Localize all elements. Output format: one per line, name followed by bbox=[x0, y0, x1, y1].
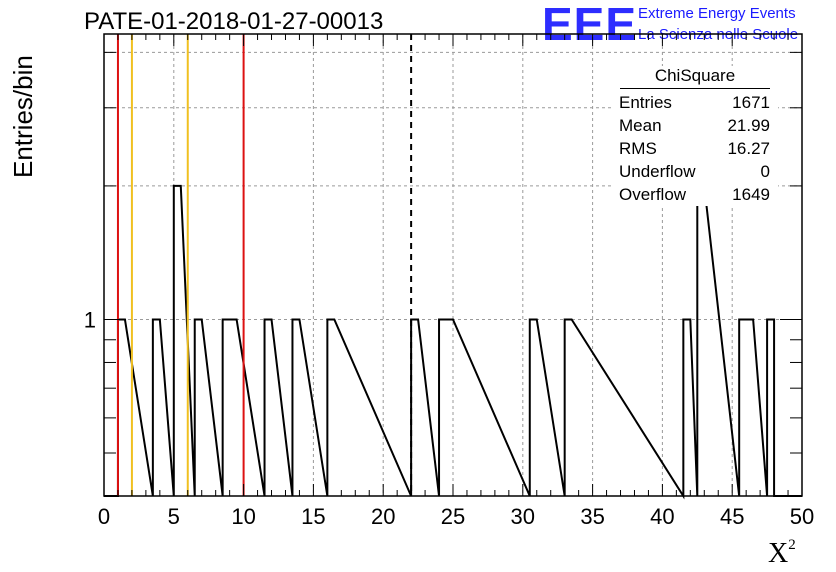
histogram-bin-bar bbox=[292, 319, 299, 496]
stats-row-underflow: Underflow 0 bbox=[612, 160, 778, 183]
x-tick-label: 15 bbox=[301, 504, 325, 529]
histogram-bin-bar bbox=[174, 186, 181, 496]
x-tick-label: 10 bbox=[231, 504, 255, 529]
histogram-bin-bar bbox=[153, 319, 160, 496]
x-axis-label: X2 bbox=[768, 537, 796, 570]
histogram-bin-bar bbox=[767, 319, 774, 496]
stats-value: 0 bbox=[760, 162, 770, 181]
stats-row-overflow: Overflow 1649 bbox=[612, 183, 778, 206]
histogram-bin-bar bbox=[683, 319, 690, 496]
stats-label: Mean bbox=[619, 116, 662, 135]
stats-row-mean: Mean 21.99 bbox=[612, 114, 778, 137]
logo-text-line-1: Extreme Energy Events bbox=[638, 5, 796, 22]
x-tick-label: 45 bbox=[720, 504, 744, 529]
histogram-bin-bar bbox=[230, 319, 237, 496]
stats-box: ChiSquare Entries 1671 Mean 21.99 RMS 16.27 Un… bbox=[612, 66, 778, 206]
stats-label: Underflow bbox=[619, 162, 696, 181]
stats-row-entries: Entries 1671 bbox=[612, 91, 778, 114]
histogram-outline bbox=[104, 184, 802, 500]
stats-rows: Entries 1671 Mean 21.99 RMS 16.27 Underflow 0 Ov… bbox=[612, 91, 778, 206]
stats-label: Entries bbox=[619, 93, 672, 112]
chart-title: PATE-01-2018-01-27-00013 bbox=[84, 8, 384, 35]
histogram-bin-bar bbox=[565, 319, 572, 496]
x-axis-label-base: X bbox=[768, 538, 789, 569]
stats-value: 1671 bbox=[732, 93, 770, 112]
stats-value: 1649 bbox=[732, 185, 770, 204]
histogram-bin-bar bbox=[223, 319, 230, 496]
x-tick-label: 30 bbox=[511, 504, 535, 529]
histogram-bin-bar bbox=[746, 319, 753, 496]
histogram-bin-bar bbox=[446, 319, 453, 496]
stats-label: Overflow bbox=[619, 185, 687, 204]
x-tick-label: 40 bbox=[650, 504, 674, 529]
x-tick-label: 50 bbox=[790, 504, 814, 529]
stats-value: 16.27 bbox=[727, 139, 770, 158]
histogram-bin-bar bbox=[697, 186, 704, 496]
x-tick-label: 5 bbox=[168, 504, 180, 529]
histogram-bin-bar bbox=[411, 319, 418, 496]
histogram-bin-bar bbox=[265, 319, 272, 496]
stats-label: RMS bbox=[619, 139, 657, 158]
histogram-bin-bar bbox=[195, 319, 202, 496]
x-axis-label-superscript: 2 bbox=[788, 537, 796, 553]
histogram-bin-bar bbox=[327, 319, 334, 496]
eee-logo: EEE Extreme Energy Events La Scienza nel… bbox=[542, 1, 832, 47]
histogram-bin-bar bbox=[739, 319, 746, 496]
stats-value: 21.99 bbox=[727, 116, 770, 135]
histogram-bin-bar bbox=[118, 319, 125, 496]
y-tick-label: 1 bbox=[84, 307, 96, 332]
histogram-bin-bar bbox=[530, 319, 537, 496]
histogram-bin-bar bbox=[439, 319, 446, 496]
x-tick-label: 25 bbox=[441, 504, 465, 529]
stats-box-title: ChiSquare bbox=[620, 66, 770, 89]
x-tick-label: 0 bbox=[98, 504, 110, 529]
stats-row-rms: RMS 16.27 bbox=[612, 137, 778, 160]
x-tick-label: 35 bbox=[580, 504, 604, 529]
x-tick-label: 20 bbox=[371, 504, 395, 529]
